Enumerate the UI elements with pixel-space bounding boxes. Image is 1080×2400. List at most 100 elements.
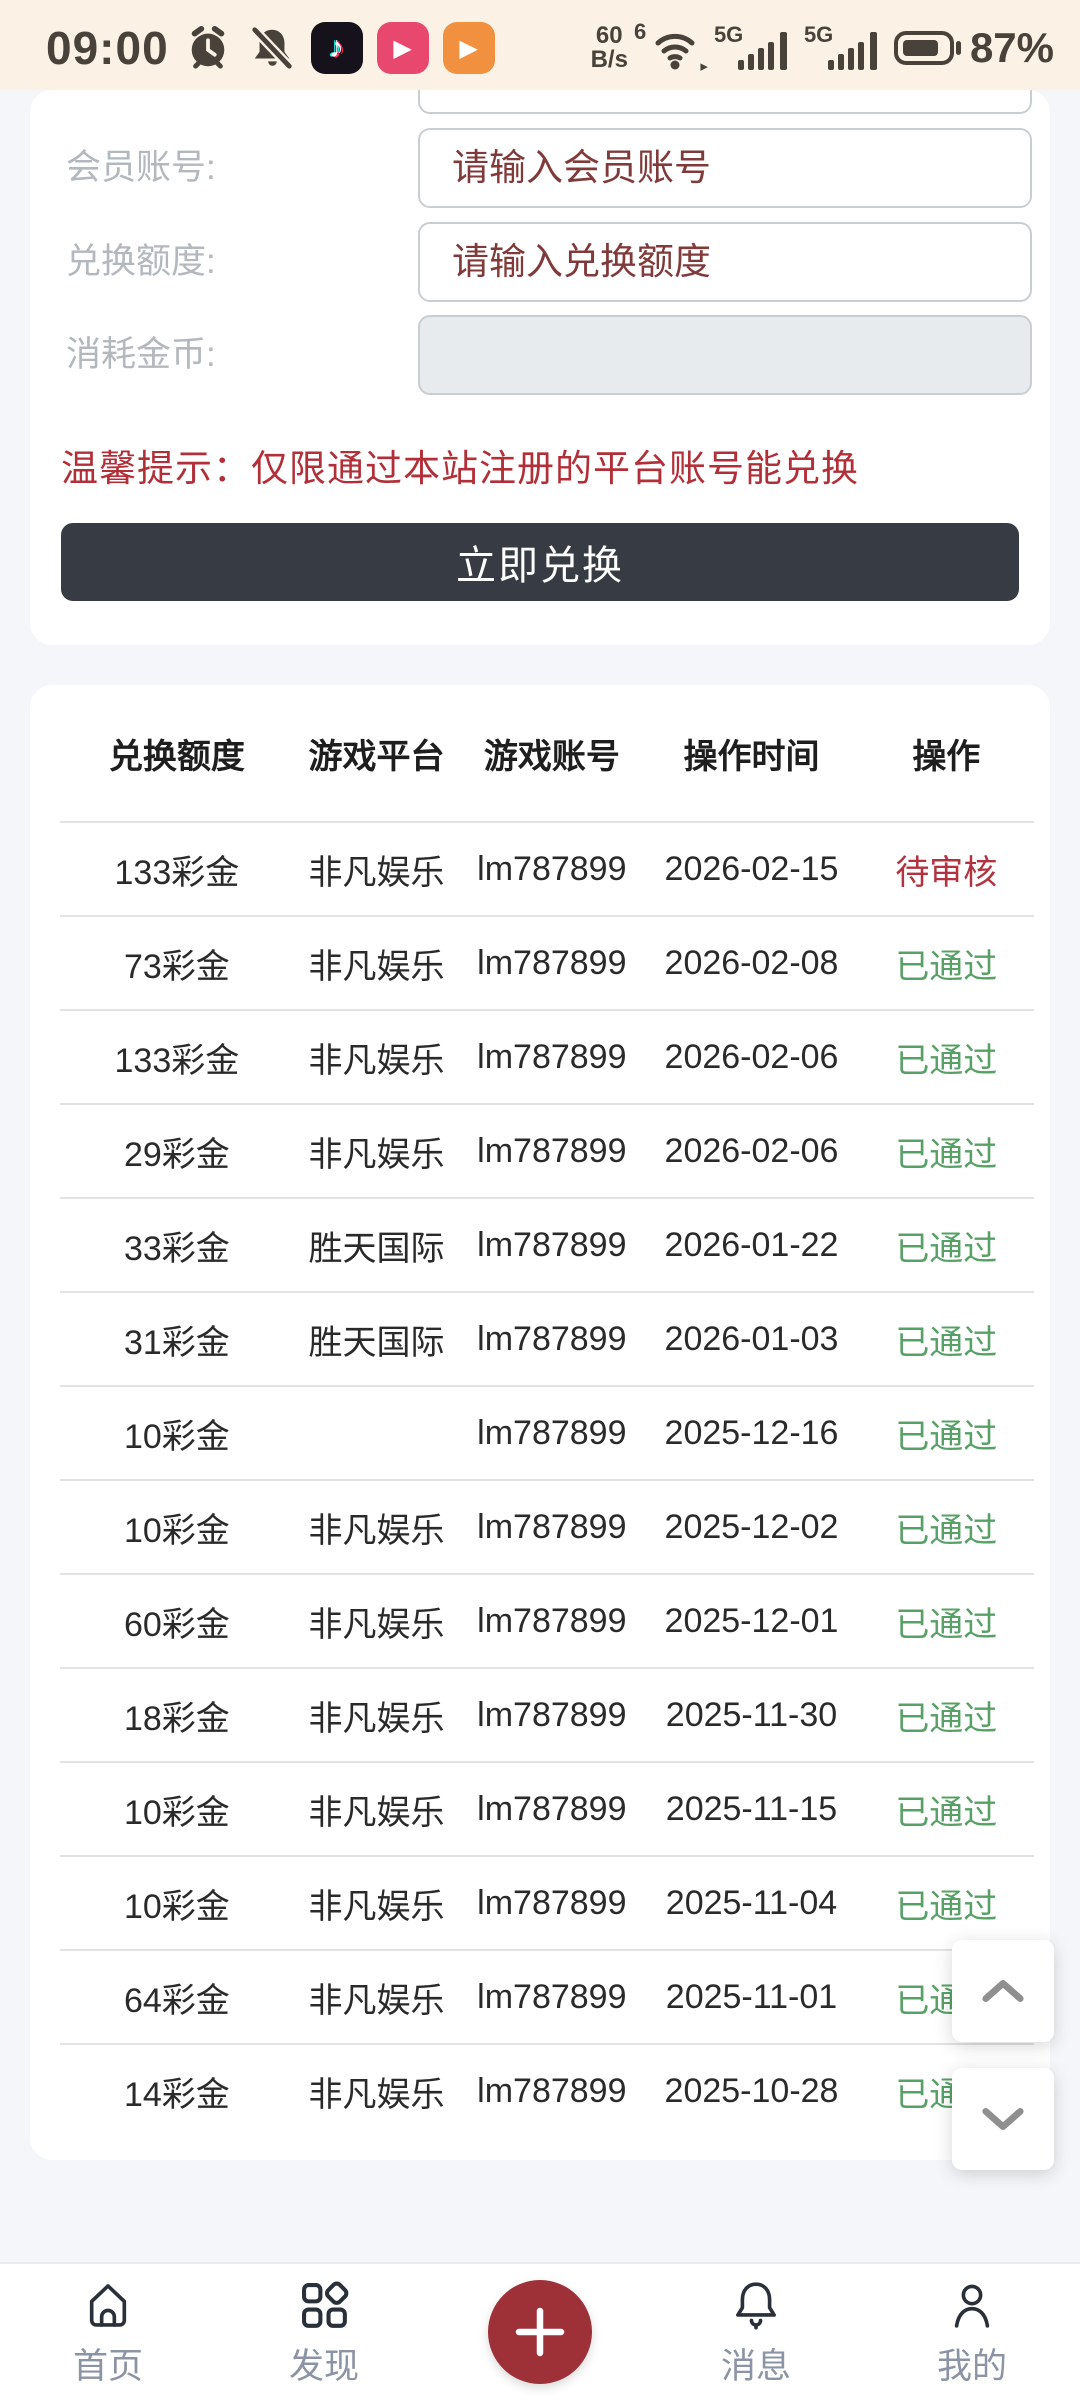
table-cell: 2025-12-16 <box>644 1385 859 1480</box>
bottom-navigation: 首页 发现 消息 我的 <box>0 2262 1080 2400</box>
chevron-down-icon <box>982 2107 1024 2131</box>
network-speed-value: 60 <box>595 21 623 49</box>
table-cell: 18彩金 <box>60 1667 294 1762</box>
nav-item-messages[interactable]: 消息 <box>648 2264 864 2400</box>
status-cell: 已通过 <box>858 1855 1034 1950</box>
profile-icon <box>954 2284 990 2328</box>
table-row: 10彩金 非凡娱乐 lm787899 2025-11-15 已通过 <box>60 1761 1034 1856</box>
nav-label-home: 首页 <box>72 2346 143 2386</box>
nav-label-messages: 消息 <box>720 2346 791 2386</box>
status-cell: 已通过 <box>858 1291 1034 1386</box>
exchange-form-card: 会员账号: 兑换额度: 消耗金币: 温馨提示：仅限通过本站注册的平台账号能兑换 … <box>30 90 1050 645</box>
table-cell: 非凡娱乐 <box>293 1667 460 1762</box>
table-cell: 2026-02-06 <box>644 1103 859 1198</box>
status-cell: 已通过 <box>858 1009 1034 1104</box>
table-cell: 非凡娱乐 <box>293 1009 460 1104</box>
table-cell: 64彩金 <box>60 1949 294 2044</box>
table-cell: 2026-02-06 <box>644 1009 859 1104</box>
table-cell: 2026-02-08 <box>644 915 859 1010</box>
status-bar-left: 09:00 ♪ ▶ ▶ <box>46 21 495 75</box>
table-row: 29彩金 非凡娱乐 lm787899 2026-02-06 已通过 <box>60 1103 1034 1198</box>
form-row-coins-cost: 消耗金币: <box>30 315 1050 395</box>
status-bar-right: 60 B/s 6 ▸ 5G 5G <box>590 19 1054 75</box>
status-bar: 09:00 ♪ ▶ ▶ 60 B/s 6 <box>0 0 1080 90</box>
table-cell: 非凡娱乐 <box>293 1855 460 1950</box>
cellular-signal-2-icon: 5G <box>804 22 880 72</box>
table-cell: 2025-12-01 <box>644 1573 859 1668</box>
status-cell: 已通过 <box>858 1385 1034 1480</box>
add-button[interactable] <box>488 2280 592 2384</box>
table-cell: 2026-01-22 <box>644 1197 859 1292</box>
table-cell: lm787899 <box>459 2043 645 2137</box>
table-cell: lm787899 <box>459 821 645 916</box>
nav-label-profile: 我的 <box>936 2346 1007 2386</box>
status-cell: 已通过 <box>858 1573 1034 1668</box>
exchange-history-card: 兑换额度 游戏平台 游戏账号 操作时间 操作 133彩金 非凡娱乐 lm787899 2026… <box>30 685 1050 2160</box>
table-cell: 33彩金 <box>60 1197 294 1292</box>
exchange-now-button[interactable]: 立即兑换 <box>61 523 1019 601</box>
nav-label-discover: 发现 <box>288 2346 359 2386</box>
table-row: 64彩金 非凡娱乐 lm787899 2025-11-01 已通过 <box>60 1949 1034 2044</box>
table-cell: lm787899 <box>459 1009 645 1104</box>
plus-icon <box>515 2307 565 2357</box>
table-cell: 非凡娱乐 <box>293 1761 460 1856</box>
table-cell: 非凡娱乐 <box>293 1479 460 1574</box>
table-row: 10彩金 lm787899 2025-12-16 已通过 <box>60 1385 1034 1480</box>
discover-grid-icon <box>302 2281 349 2328</box>
table-cell: lm787899 <box>459 1385 645 1480</box>
table-row: 31彩金 胜天国际 lm787899 2026-01-03 已通过 <box>60 1291 1034 1386</box>
clipped-input-above[interactable] <box>418 90 1032 114</box>
scroll-to-top-button[interactable] <box>952 1940 1054 2042</box>
home-icon <box>89 2283 127 2327</box>
table-cell: 2026-02-15 <box>644 821 859 916</box>
wifi-generation-label: 6 <box>633 19 647 44</box>
scroll-to-bottom-button[interactable] <box>952 2068 1054 2170</box>
table-cell: 10彩金 <box>60 1385 294 1480</box>
status-cell: 已通过 <box>858 1103 1034 1198</box>
status-cell: 已通过 <box>858 1761 1034 1856</box>
nav-item-home[interactable]: 首页 <box>0 2264 216 2400</box>
network-speed-unit: B/s <box>590 46 628 73</box>
nav-item-profile[interactable]: 我的 <box>864 2264 1080 2400</box>
table-cell: 2025-12-02 <box>644 1479 859 1574</box>
table-cell: 非凡娱乐 <box>293 915 460 1010</box>
coins-cost-input <box>418 315 1032 395</box>
cellular-signal-1-icon: 5G <box>714 22 790 72</box>
table-cell: 133彩金 <box>60 1009 294 1104</box>
table-cell: 14彩金 <box>60 2043 294 2137</box>
table-cell: lm787899 <box>459 1667 645 1762</box>
table-cell: 2025-11-15 <box>644 1761 859 1856</box>
nav-item-add[interactable] <box>432 2264 648 2400</box>
column-header: 游戏平台 <box>308 737 445 776</box>
table-cell: 2025-11-04 <box>644 1855 859 1950</box>
exchange-amount-input[interactable] <box>418 222 1032 302</box>
column-header: 兑换额度 <box>108 737 245 776</box>
column-header: 操作 <box>912 737 981 776</box>
notifications-muted-icon <box>247 23 297 73</box>
exchange-notice-text: 温馨提示：仅限通过本站注册的平台账号能兑换 <box>61 448 859 489</box>
table-cell: lm787899 <box>459 1197 645 1292</box>
clock-time: 09:00 <box>46 22 169 74</box>
table-cell: 133彩金 <box>60 821 294 916</box>
form-row-exchange-amount: 兑换额度: <box>30 222 1050 302</box>
table-cell: 2026-01-03 <box>644 1291 859 1386</box>
table-cell: 非凡娱乐 <box>293 2043 460 2137</box>
status-cell: 待审核 <box>858 821 1034 916</box>
form-row-member-account: 会员账号: <box>30 128 1050 208</box>
table-cell: 73彩金 <box>60 915 294 1010</box>
table-row: 18彩金 非凡娱乐 lm787899 2025-11-30 已通过 <box>60 1667 1034 1762</box>
member-account-input[interactable] <box>418 128 1032 208</box>
table-cell: 非凡娱乐 <box>293 821 460 916</box>
wifi-activity-arrow-icon: ▸ <box>700 58 708 75</box>
table-cell: 29彩金 <box>60 1103 294 1198</box>
chevron-up-icon <box>982 1979 1024 2003</box>
nav-item-discover[interactable]: 发现 <box>216 2264 432 2400</box>
bell-icon <box>736 2281 776 2329</box>
column-header: 游戏账号 <box>483 737 620 776</box>
table-cell: 非凡娱乐 <box>293 1103 460 1198</box>
exchange-amount-label: 兑换额度: <box>66 242 216 281</box>
video-app-pink-icon: ▶ <box>376 22 429 74</box>
table-cell: 10彩金 <box>60 1761 294 1856</box>
table-cell: 2025-10-28 <box>644 2043 859 2137</box>
table-cell: 非凡娱乐 <box>293 1949 460 2044</box>
